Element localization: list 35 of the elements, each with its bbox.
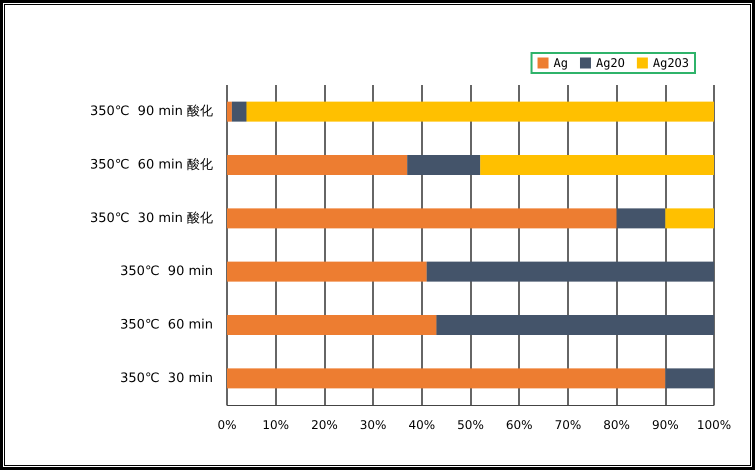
legend-label: Ag2O3 <box>652 56 689 70</box>
y-tick-label: 350℃ 30 min 酸化 <box>90 210 213 226</box>
x-tick-label: 0% <box>217 418 237 432</box>
y-tick-label: 350℃ 60 min <box>120 318 213 332</box>
x-tick-label: 30% <box>360 418 386 432</box>
bar <box>227 155 408 175</box>
y-tick-label: 350℃ 90 min <box>120 264 213 280</box>
y-tick-label: 350℃ 90 min 酸化 <box>90 104 213 120</box>
bar <box>227 102 232 122</box>
x-tick-label: 10% <box>262 418 290 432</box>
bar <box>227 262 427 282</box>
bar <box>665 368 714 388</box>
bar <box>227 315 436 335</box>
legend-label: Ag2O <box>596 56 625 70</box>
bar <box>407 155 480 175</box>
y-tick-label: 350℃ 60 min 酸化 <box>90 158 213 172</box>
bar <box>616 208 666 228</box>
legend-label: Ag <box>554 56 568 70</box>
x-tick-label: 90% <box>652 418 679 432</box>
bar <box>480 155 714 175</box>
bar <box>665 208 714 228</box>
bar <box>246 102 714 122</box>
x-tick-label: 20% <box>311 418 338 432</box>
bar <box>227 368 666 388</box>
x-tick-label: 100% <box>696 418 732 432</box>
bar <box>227 208 617 228</box>
x-tick-label: 80% <box>603 418 630 432</box>
y-tick-label: 350℃ 30 min <box>120 370 213 386</box>
bar <box>436 315 714 335</box>
x-tick-label: 70% <box>554 418 582 432</box>
x-tick-label: 50% <box>457 418 484 432</box>
bar <box>232 102 246 122</box>
bar <box>426 262 714 282</box>
x-tick-label: 40% <box>408 418 436 432</box>
x-tick-label: 60% <box>506 418 533 432</box>
